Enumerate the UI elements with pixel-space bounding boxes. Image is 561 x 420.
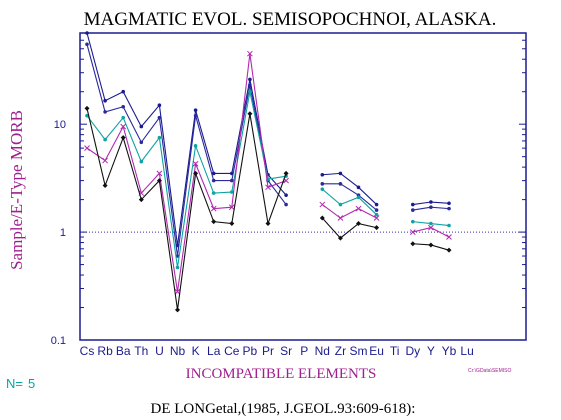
plot-frame bbox=[79, 32, 527, 341]
x-tick-label: U bbox=[155, 344, 164, 358]
series-line bbox=[86, 108, 287, 310]
sample-count: N= 5 bbox=[6, 376, 35, 391]
series-1 bbox=[85, 31, 451, 248]
x-tick-label: Pb bbox=[243, 344, 258, 358]
series-line bbox=[412, 221, 450, 227]
x-tick-label: Lu bbox=[460, 344, 473, 358]
y-minor-ticks bbox=[80, 32, 526, 341]
series-line bbox=[321, 217, 377, 239]
y-tick-labels: 0.1 1 10 bbox=[51, 119, 66, 347]
series-line bbox=[322, 172, 377, 205]
series-layer bbox=[84, 31, 452, 313]
series-line bbox=[86, 91, 287, 268]
x-tick-label: Sr bbox=[280, 344, 292, 358]
x-axis-label: INCOMPATIBLE ELEMENTS bbox=[186, 366, 377, 382]
series-line bbox=[412, 206, 450, 211]
y-axis-label: Sample/E-Type MORB bbox=[7, 110, 26, 270]
x-tick-label: La bbox=[207, 344, 221, 358]
x-tick-labels: Cs Rb Ba Th U Nb K La Ce Pb Pr Sr P Nd Zr Sm Eu Ti Dy Y Yb Lu bbox=[80, 344, 474, 358]
x-tick-label: Ce bbox=[224, 344, 240, 358]
x-tick-label: Cs bbox=[80, 344, 95, 358]
x-tick-label: Pr bbox=[262, 344, 274, 358]
x-tick-label: Ti bbox=[390, 344, 400, 358]
data-point bbox=[446, 234, 452, 240]
series-5 bbox=[84, 105, 452, 313]
x-tick-label: Eu bbox=[369, 344, 384, 358]
x-tick-label: Rb bbox=[97, 344, 113, 358]
x-tick-label: Zr bbox=[335, 344, 346, 358]
series-line bbox=[412, 201, 450, 206]
series-line bbox=[322, 183, 377, 211]
y-tick-label: 10 bbox=[54, 119, 66, 131]
x-tick-label: Nd bbox=[315, 344, 330, 358]
x-tick-label: K bbox=[192, 344, 200, 358]
series-3 bbox=[85, 89, 451, 270]
series-line bbox=[412, 227, 450, 238]
series-line bbox=[86, 44, 287, 257]
sample-count-label: N= bbox=[6, 376, 23, 391]
series-line bbox=[321, 204, 377, 219]
sample-count-value: 5 bbox=[28, 376, 35, 391]
x-tick-label: Dy bbox=[405, 344, 420, 358]
series-line bbox=[412, 243, 450, 251]
series-line bbox=[86, 53, 287, 292]
x-tick-label: Sm bbox=[350, 344, 368, 358]
series-line bbox=[86, 32, 287, 246]
series-line bbox=[321, 188, 377, 216]
y-tick-label: 0.1 bbox=[51, 335, 66, 347]
x-tick-label: Th bbox=[134, 344, 148, 358]
y-tick-label: 1 bbox=[60, 227, 66, 239]
x-tick-label: Yb bbox=[442, 344, 457, 358]
citation: DE LONGetal,(1985, J.GEOL.93:609-618): bbox=[151, 401, 416, 417]
x-tick-label: Nb bbox=[170, 344, 186, 358]
chart-title: MAGMATIC EVOL. SEMISOPOCHNOI, ALASKA. bbox=[84, 9, 497, 30]
x-tick-label: P bbox=[300, 344, 308, 358]
x-tick-label: Y bbox=[427, 344, 435, 358]
x-tick-label: Ba bbox=[116, 344, 131, 358]
legend-note: Cr:\GData\SEMISO bbox=[468, 368, 511, 374]
